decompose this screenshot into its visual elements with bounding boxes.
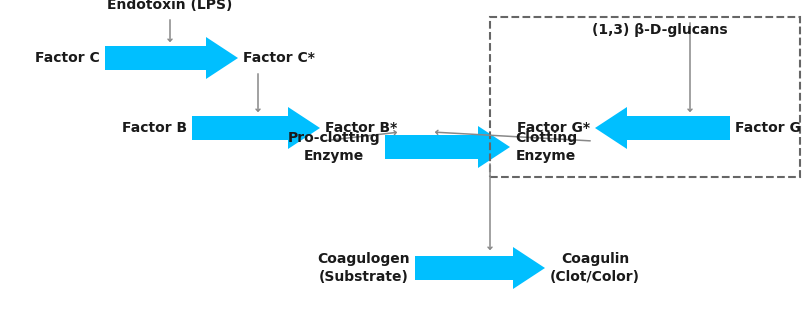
FancyArrow shape (385, 126, 510, 168)
Text: Factor B*: Factor B* (325, 121, 397, 135)
FancyArrow shape (192, 107, 320, 149)
FancyArrow shape (595, 107, 730, 149)
Text: Factor C*: Factor C* (243, 51, 315, 65)
Text: Factor G*: Factor G* (517, 121, 590, 135)
Text: Pro-clotting
Enzyme: Pro-clotting Enzyme (287, 131, 380, 163)
FancyArrow shape (105, 37, 238, 79)
Text: (1,3) β-D-glucans: (1,3) β-D-glucans (592, 23, 728, 37)
Text: Coagulin
(Clot/Color): Coagulin (Clot/Color) (550, 252, 640, 284)
Text: Coagulogen
(Substrate): Coagulogen (Substrate) (317, 252, 410, 284)
Bar (490, 17, 800, 177)
Text: Endotoxin (LPS): Endotoxin (LPS) (108, 0, 233, 12)
Text: Clotting
Enzyme: Clotting Enzyme (515, 131, 577, 163)
Text: Factor B: Factor B (122, 121, 187, 135)
FancyArrow shape (415, 247, 545, 289)
Text: Factor C: Factor C (36, 51, 100, 65)
Text: Factor G: Factor G (735, 121, 801, 135)
